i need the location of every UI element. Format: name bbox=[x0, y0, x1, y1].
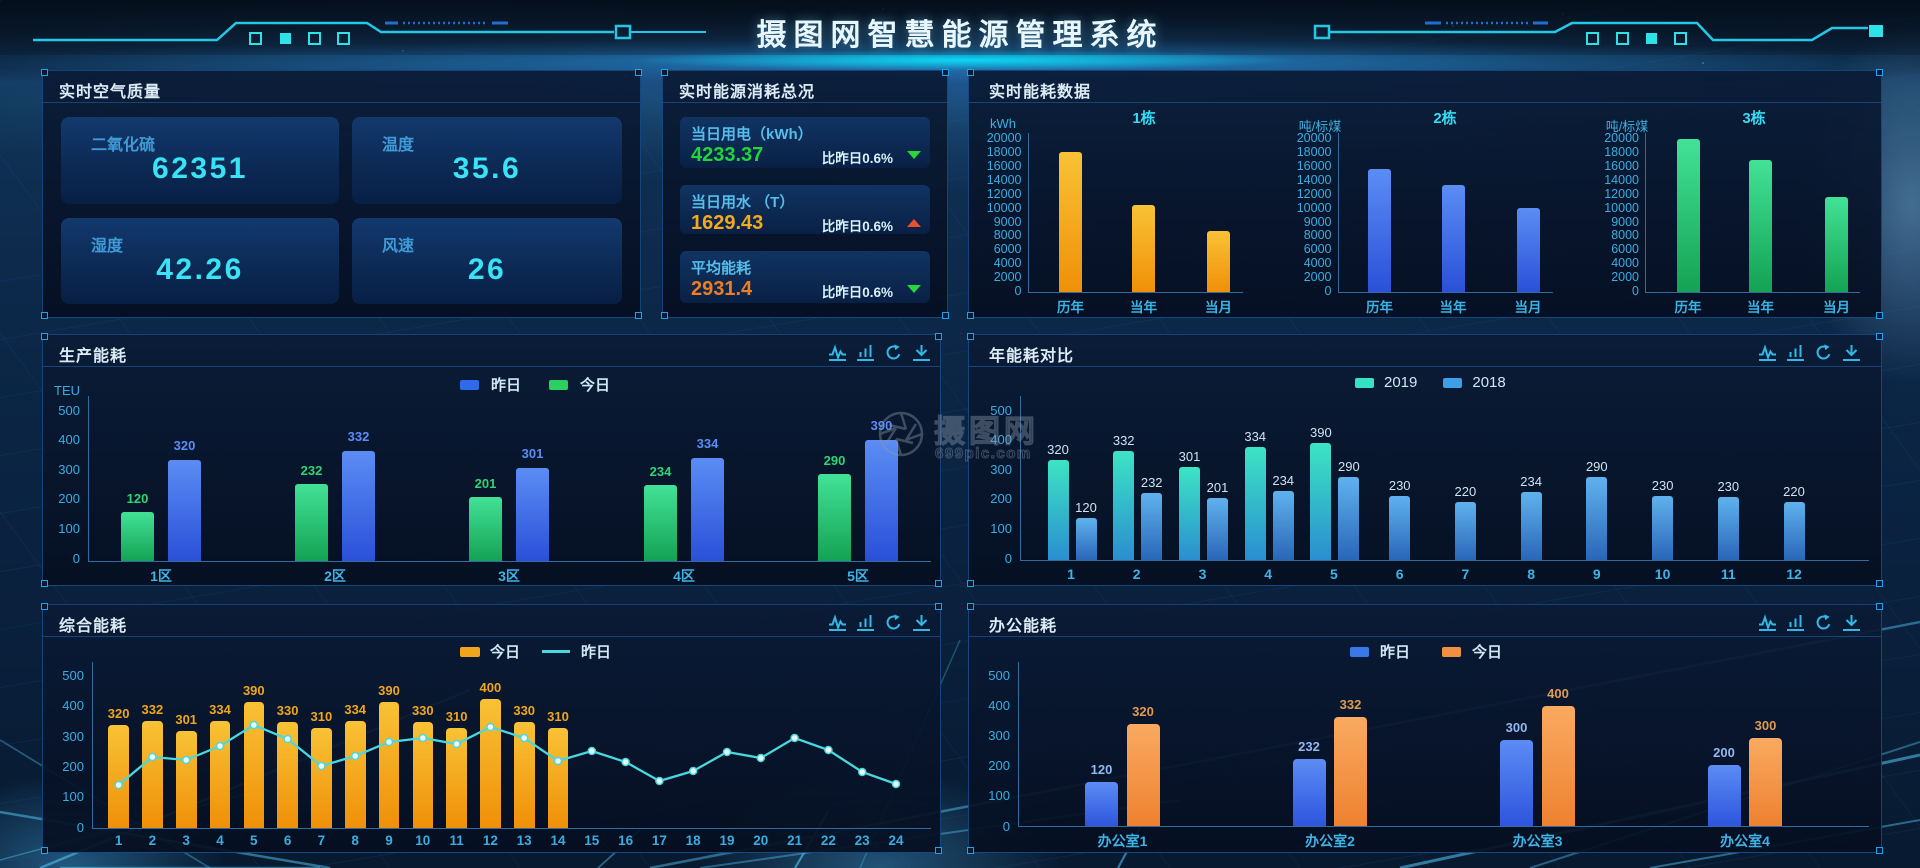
svg-text:699pic.com: 699pic.com bbox=[935, 445, 1032, 462]
svg-text:摄图网: 摄图网 bbox=[934, 414, 1039, 449]
